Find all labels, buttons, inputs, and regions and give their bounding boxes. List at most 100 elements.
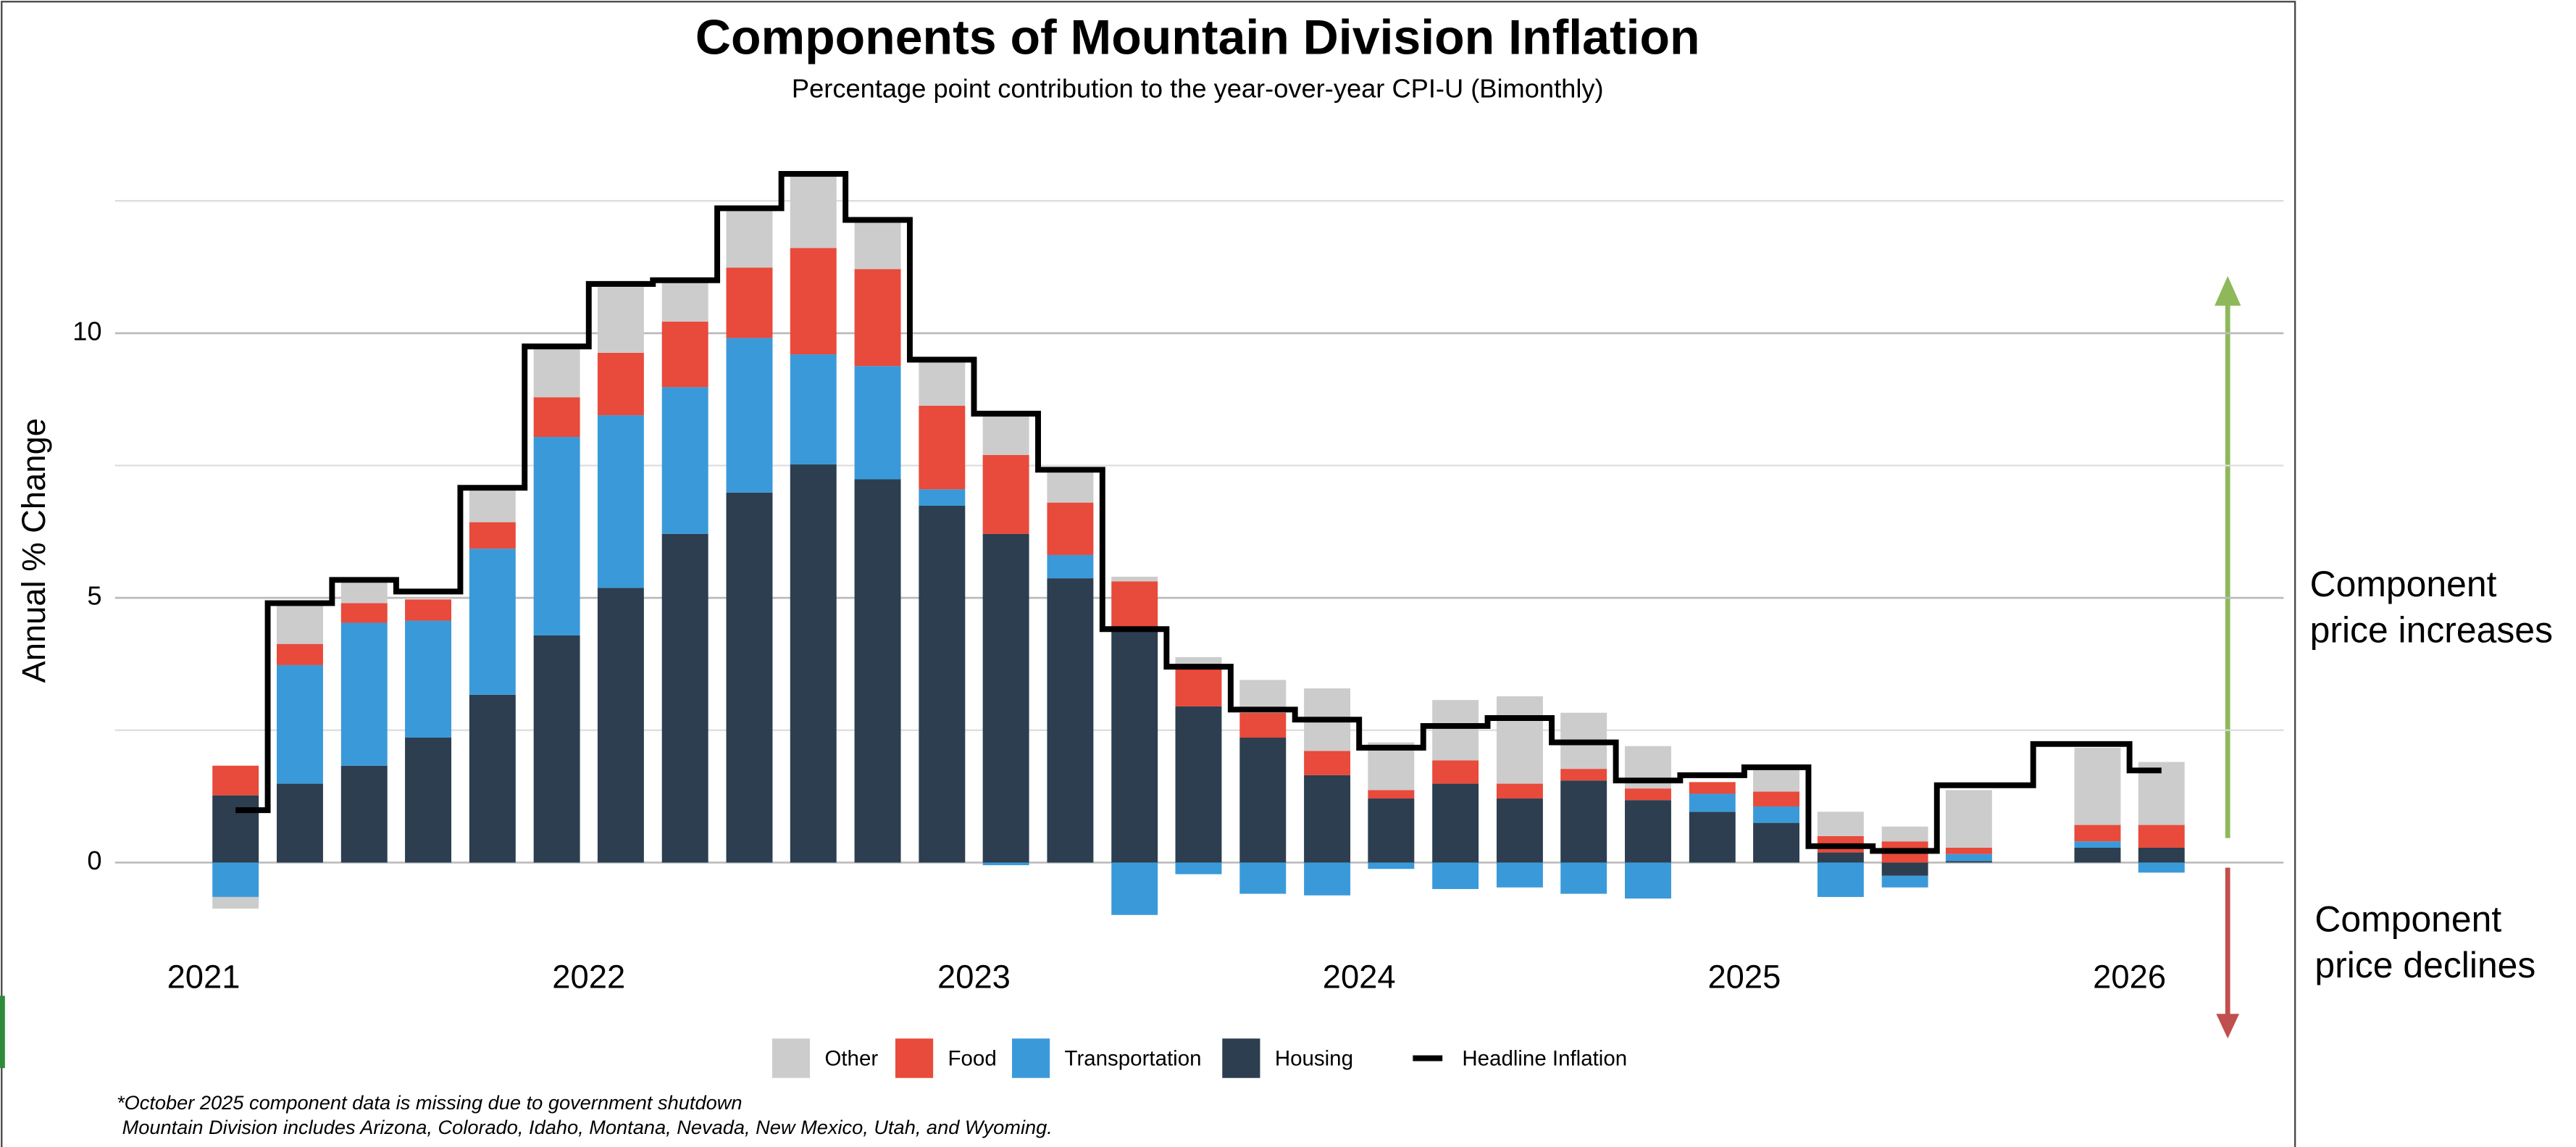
chart-title: Components of Mountain Division Inflatio… bbox=[695, 10, 1700, 65]
bar-segment bbox=[1625, 800, 1671, 863]
bar-segment bbox=[405, 738, 452, 863]
footnote: Mountain Division includes Arizona, Colo… bbox=[117, 1116, 1053, 1138]
bar-segment bbox=[1047, 502, 1094, 555]
bar-segment bbox=[277, 603, 323, 644]
bar-segment bbox=[1432, 862, 1479, 889]
bar-segment bbox=[340, 581, 388, 604]
legend-label: Food bbox=[948, 1047, 997, 1071]
bar-segment bbox=[854, 366, 901, 480]
bar-segment bbox=[982, 533, 1029, 863]
bar-segment bbox=[1817, 852, 1864, 863]
annotation: Component bbox=[2310, 564, 2497, 604]
bar-segment bbox=[533, 437, 580, 636]
bar-segment bbox=[1368, 798, 1415, 863]
footnote: *October 2025 component data is missing … bbox=[117, 1091, 742, 1114]
bar-segment bbox=[1753, 769, 1800, 792]
y-axis-label: Annual % Change bbox=[15, 418, 52, 683]
bar-segment bbox=[1047, 578, 1094, 863]
bar-segment bbox=[982, 415, 1029, 455]
bar-segment bbox=[661, 387, 708, 534]
bar-segment bbox=[1432, 783, 1479, 863]
y-tick-label: 5 bbox=[87, 581, 101, 611]
bar-segment bbox=[533, 348, 580, 398]
bar-segment bbox=[597, 352, 644, 416]
bar-segment bbox=[2138, 862, 2185, 873]
bar-segment bbox=[1047, 554, 1094, 579]
annotation: Component bbox=[2314, 898, 2501, 939]
bar-segment bbox=[469, 522, 516, 549]
bar-segment bbox=[1496, 862, 1543, 888]
bar-segment bbox=[1625, 788, 1671, 801]
bar-segment bbox=[790, 175, 837, 249]
bar-segment bbox=[597, 415, 644, 588]
bar-segment bbox=[1175, 706, 1222, 863]
bar-segment bbox=[982, 454, 1029, 534]
bar-segment bbox=[2074, 841, 2121, 848]
bar-segment bbox=[469, 549, 516, 695]
bar-segment bbox=[1432, 700, 1479, 761]
bar-segment bbox=[1239, 738, 1287, 863]
bar-segment bbox=[919, 489, 966, 506]
x-tick-label: 2022 bbox=[552, 959, 625, 996]
bar-segment bbox=[469, 694, 516, 863]
bar-segment bbox=[919, 361, 966, 406]
bar-segment bbox=[919, 405, 966, 490]
bar-segment bbox=[1753, 791, 1800, 806]
bar-segment bbox=[1625, 862, 1671, 899]
bar-segment bbox=[1304, 775, 1351, 863]
bar-segment bbox=[597, 287, 644, 353]
bar-segment bbox=[212, 862, 259, 897]
bar-segment bbox=[533, 635, 580, 863]
bar-segment bbox=[1175, 667, 1222, 706]
legend-label: Housing bbox=[1275, 1047, 1353, 1071]
x-tick-label: 2025 bbox=[1707, 959, 1781, 996]
bar-segment bbox=[854, 479, 901, 863]
bar-segment bbox=[1239, 712, 1287, 738]
bar-segment bbox=[1560, 769, 1607, 781]
legend-swatch bbox=[895, 1038, 934, 1078]
x-tick-label: 2021 bbox=[167, 959, 241, 996]
bar-segment bbox=[340, 603, 388, 623]
y-tick-label: 0 bbox=[87, 846, 101, 875]
bar-segment bbox=[661, 533, 708, 863]
bar-segment bbox=[790, 248, 837, 355]
bar-segment bbox=[726, 267, 773, 338]
bar-segment bbox=[340, 622, 388, 766]
bar-segment bbox=[1368, 862, 1415, 869]
bar-segment bbox=[1111, 862, 1158, 915]
bar-segment bbox=[1945, 854, 1992, 862]
annotation: price increases bbox=[2310, 609, 2553, 650]
bar-segment bbox=[277, 643, 323, 665]
bar-segment bbox=[1304, 862, 1351, 896]
bar-segment bbox=[1496, 696, 1543, 784]
legend-swatch bbox=[1222, 1038, 1260, 1078]
bar-segment bbox=[726, 492, 773, 863]
bar-segment bbox=[277, 783, 323, 863]
bar-segment bbox=[1111, 581, 1158, 630]
legend-swatch bbox=[1012, 1038, 1050, 1078]
bar-segment bbox=[533, 397, 580, 438]
bar-segment bbox=[1753, 822, 1800, 863]
bar-segment bbox=[2074, 847, 2121, 863]
legend-label: Transportation bbox=[1065, 1047, 1202, 1071]
bar-segment bbox=[1175, 862, 1222, 875]
y-tick-label: 10 bbox=[72, 316, 101, 346]
bar-segment bbox=[2074, 747, 2121, 825]
increase-arrowhead bbox=[2215, 276, 2241, 306]
bar-segment bbox=[1817, 862, 1864, 897]
bar-segment bbox=[2074, 825, 2121, 842]
bar-segment bbox=[212, 896, 259, 909]
bar-segment bbox=[1881, 875, 1928, 888]
bar-segment bbox=[212, 795, 259, 863]
decline-arrowhead bbox=[2216, 1014, 2240, 1039]
bar-segment bbox=[1560, 780, 1607, 863]
x-tick-label: 2024 bbox=[1323, 959, 1396, 996]
bar-segment bbox=[1111, 629, 1158, 863]
bar-segment bbox=[1111, 576, 1158, 582]
bar-segment bbox=[469, 489, 516, 522]
bar-segment bbox=[790, 464, 837, 863]
bar-segment bbox=[1689, 782, 1736, 794]
bar-segment bbox=[982, 862, 1029, 866]
bar-segment bbox=[2138, 847, 2185, 863]
